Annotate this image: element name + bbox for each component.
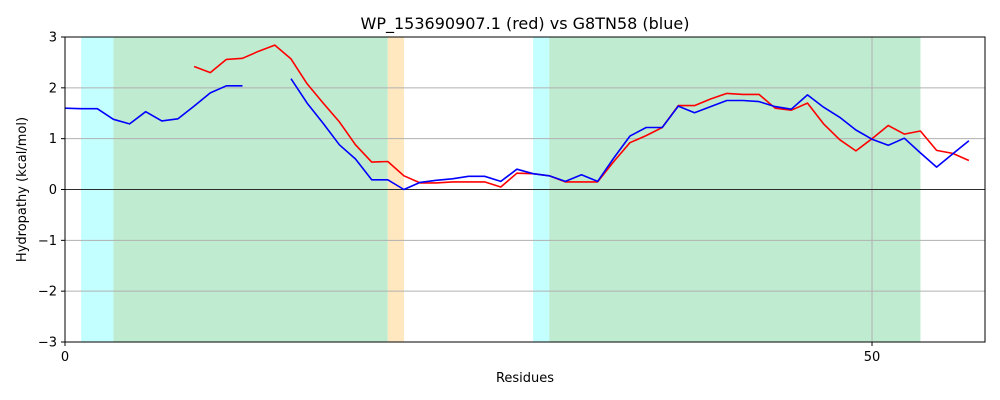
y-tick-label: −1 (38, 234, 57, 249)
y-tick-label: 3 (49, 31, 57, 46)
axis-ticks: −3 −2 −1 0 1 2 3 0 50 (38, 31, 880, 366)
y-tick-label: −3 (38, 336, 57, 351)
y-tick-label: −2 (38, 285, 57, 300)
x-tick-label: 0 (61, 350, 69, 365)
chart-title: WP_153690907.1 (red) vs G8TN58 (blue) (361, 14, 690, 34)
x-axis-label: Residues (496, 371, 554, 386)
y-axis-label: Hydropathy (kcal/mol) (15, 117, 30, 262)
y-tick-label: 2 (49, 81, 57, 96)
series-line-1-segment-0 (64, 85, 243, 125)
x-tick-label: 50 (864, 350, 881, 365)
series-line-0-segment-0 (193, 44, 970, 188)
y-tick-label: 0 (49, 183, 57, 198)
series-lines (64, 44, 970, 191)
series-line-1-segment-1 (290, 78, 970, 191)
y-tick-label: 1 (49, 132, 57, 147)
